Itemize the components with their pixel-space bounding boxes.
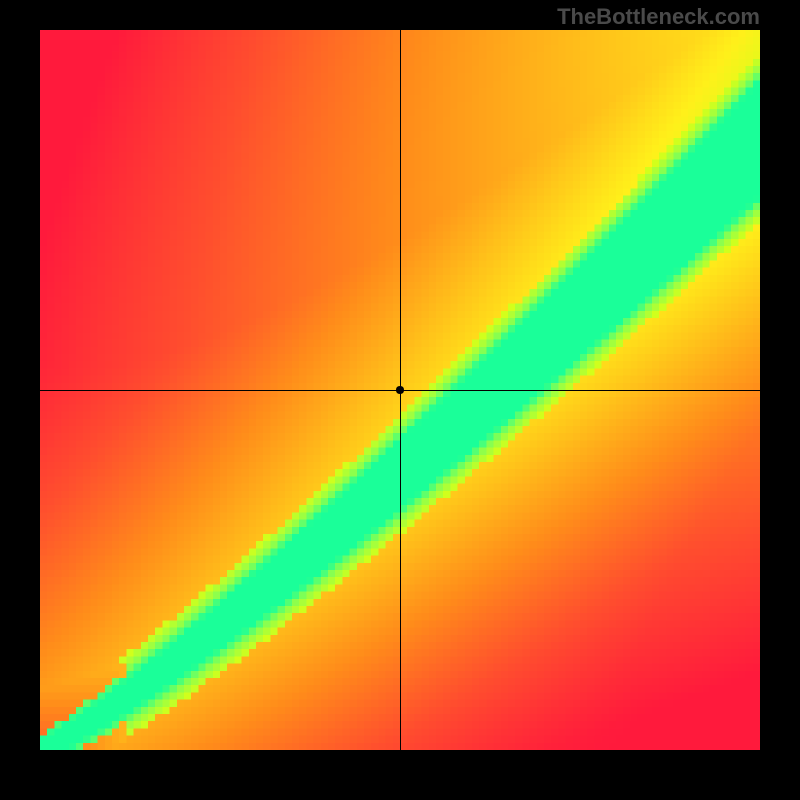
heatmap-plot [40, 30, 760, 750]
watermark-label: TheBottleneck.com [557, 4, 760, 30]
overlay-canvas [40, 30, 760, 750]
